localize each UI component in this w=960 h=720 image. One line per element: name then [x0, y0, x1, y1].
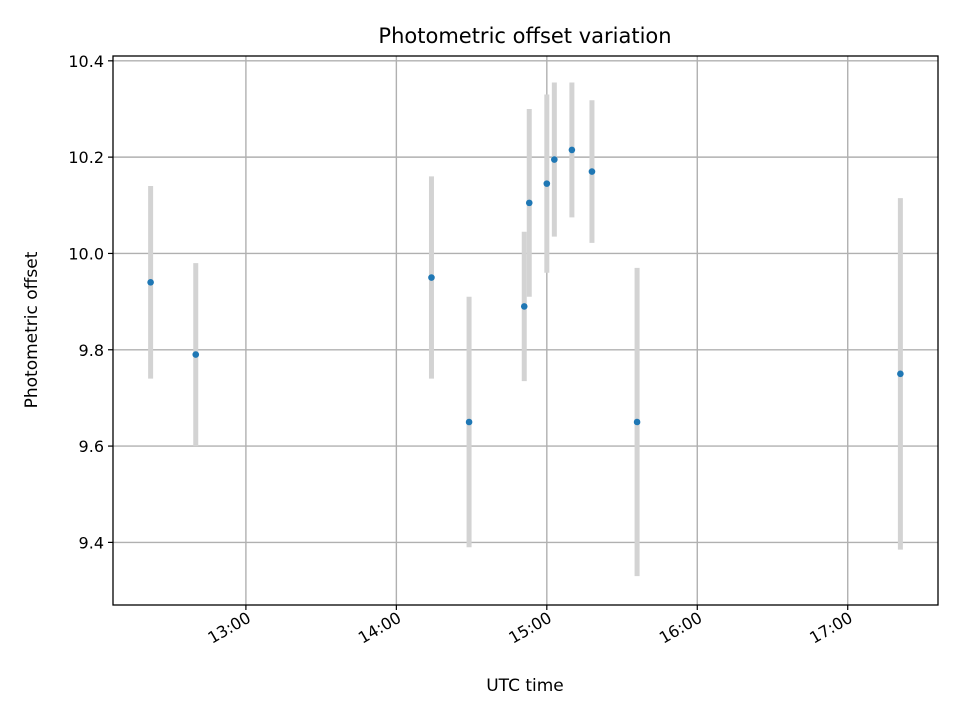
data-point	[897, 370, 904, 378]
y-tick-label: 9.8	[79, 341, 104, 360]
data-point	[147, 279, 154, 286]
data-point	[543, 180, 551, 187]
y-tick-label: 10.0	[68, 244, 104, 263]
data-point	[428, 274, 435, 281]
data-point	[568, 146, 576, 154]
y-tick-label: 10.4	[68, 52, 104, 71]
y-tick-label: 10.2	[68, 148, 104, 167]
y-tick-label: 9.4	[79, 533, 104, 552]
data-point	[192, 351, 200, 358]
chart-title: Photometric offset variation	[378, 24, 671, 48]
point-layer	[147, 146, 904, 426]
x-axis-label: UTC time	[486, 676, 564, 696]
y-axis-label: Photometric offset	[22, 251, 42, 408]
plot-frame	[112, 55, 939, 606]
data-point	[525, 199, 533, 207]
data-point	[551, 156, 558, 163]
data-point	[465, 418, 473, 426]
data-point	[588, 168, 596, 175]
data-point	[520, 303, 528, 310]
y-tick-label: 9.6	[79, 437, 104, 456]
data-point	[633, 418, 641, 426]
